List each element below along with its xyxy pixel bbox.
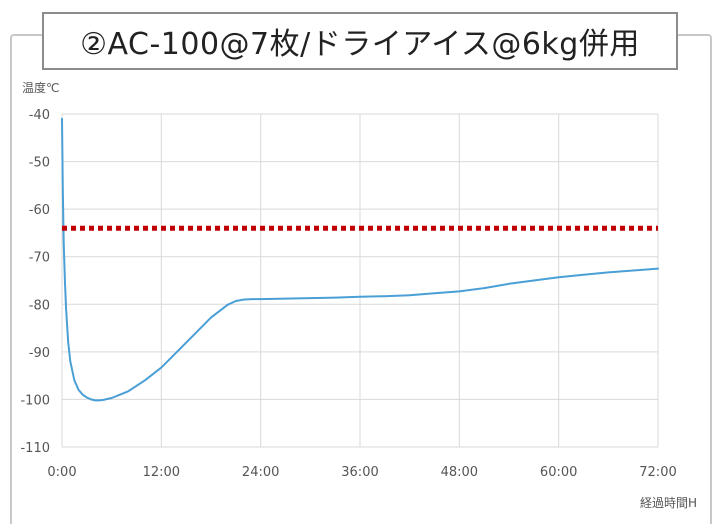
x-tick-label: 36:00	[341, 465, 378, 480]
x-tick-label: 12:00	[143, 465, 180, 480]
y-tick-label: -60	[29, 203, 50, 218]
y-tick-label: -40	[29, 108, 50, 123]
y-tick-label: -80	[29, 298, 50, 313]
temperature-line	[61, 117, 659, 402]
y-tick-label: -100	[20, 393, 50, 408]
series	[61, 117, 659, 402]
y-tick-label: -70	[29, 251, 50, 266]
x-tick-label: 24:00	[242, 465, 279, 480]
x-tick-label: 48:00	[441, 465, 478, 480]
y-tick-label: -50	[29, 156, 50, 171]
grid	[61, 113, 659, 448]
chart-frame	[10, 34, 712, 524]
x-tick-label: 60:00	[540, 465, 577, 480]
tick-labels: -40 -50 -60 -70 -80 -90 -100 -110 0:00 12:00 24:00…	[20, 108, 676, 480]
chart-title: ②AC-100@7枚/ドライアイス@6kg併用	[42, 12, 678, 70]
x-axis-label: 経過時間H	[640, 496, 697, 510]
x-tick-label: 0:00	[47, 465, 76, 480]
x-tick-label: 72:00	[639, 465, 676, 480]
y-tick-label: -90	[29, 346, 50, 361]
y-tick-label: -110	[20, 441, 50, 456]
y-axis-label: 温度℃	[22, 80, 59, 95]
